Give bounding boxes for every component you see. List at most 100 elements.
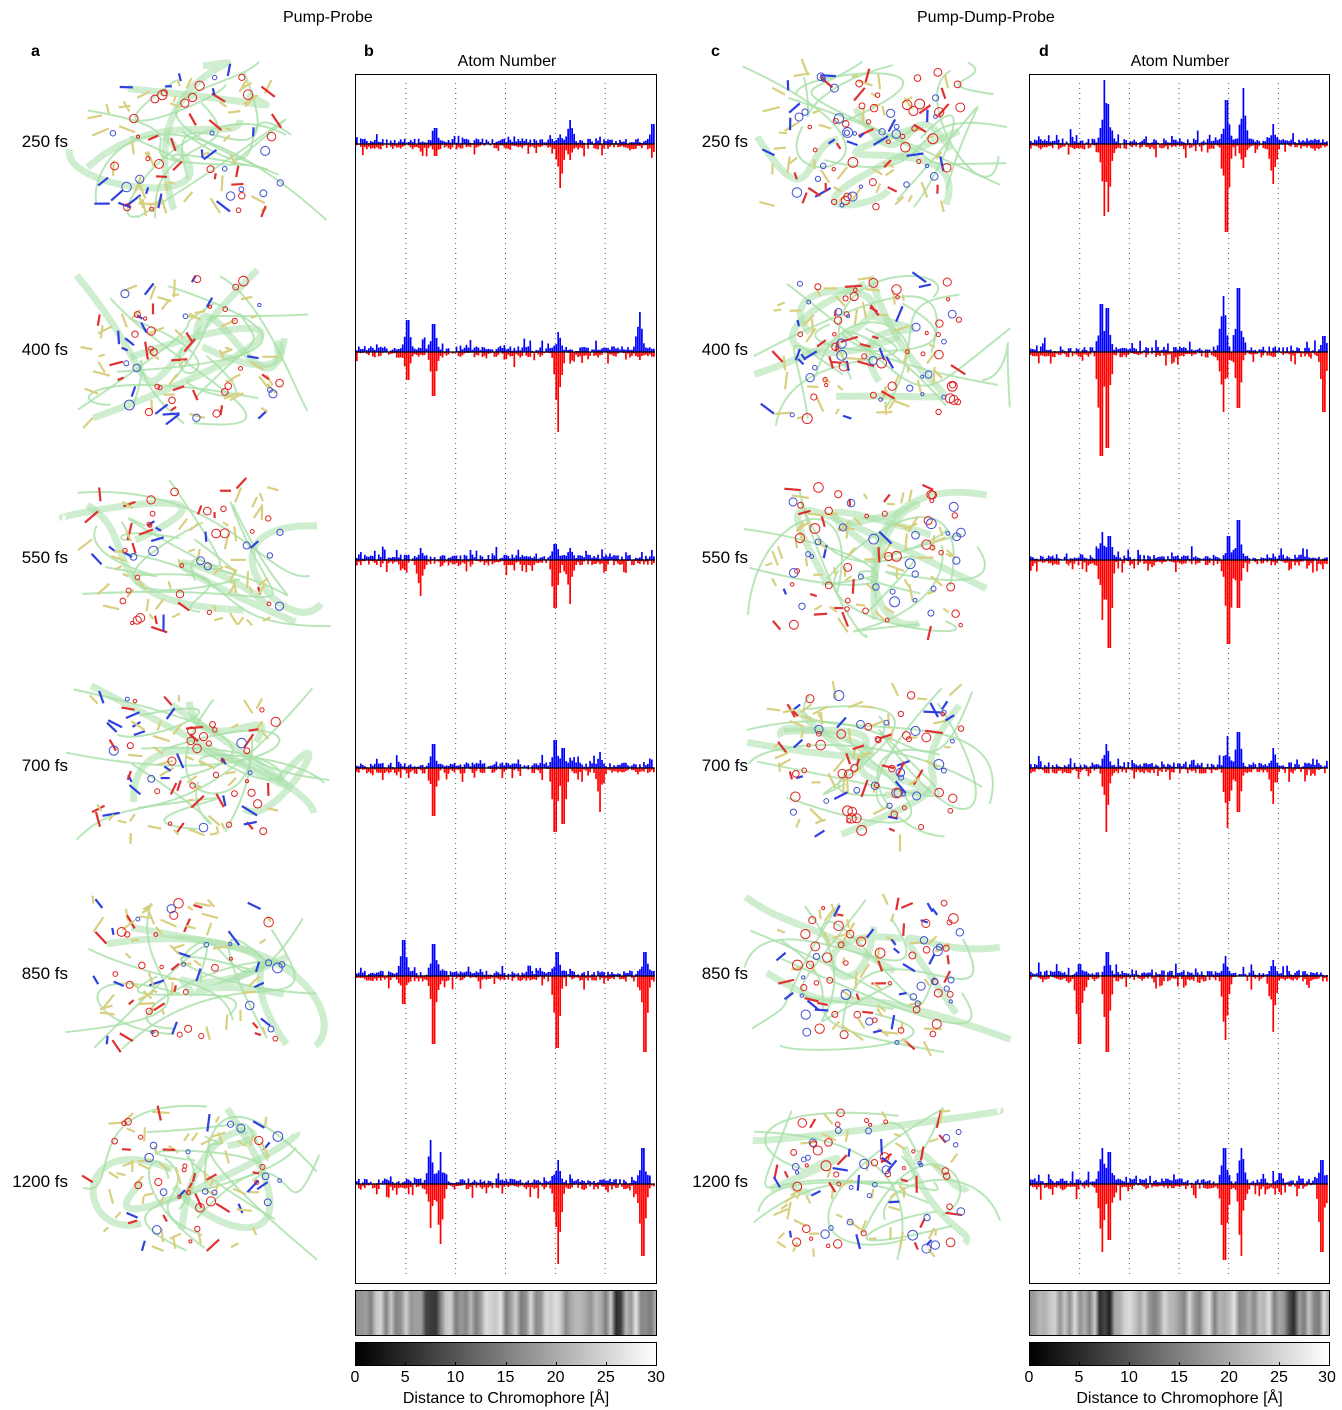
bar-positive	[1147, 142, 1149, 144]
bar-positive	[533, 139, 536, 144]
protein-ribbon	[764, 969, 1012, 1043]
bar-positive	[1198, 558, 1201, 560]
bar-positive	[429, 341, 432, 352]
bar-positive	[1143, 555, 1145, 560]
bar-positive	[443, 766, 446, 768]
bar-negative	[1159, 144, 1161, 148]
bar-negative	[1121, 560, 1124, 573]
bar-negative	[1240, 560, 1243, 581]
bar-negative	[1079, 144, 1082, 148]
side-chain-stick	[776, 1240, 787, 1249]
bar-positive	[625, 762, 627, 768]
bar-negative	[1131, 1184, 1134, 1190]
bar-positive	[1322, 766, 1324, 768]
bar-positive	[373, 763, 376, 768]
side-chain-stick	[857, 79, 873, 87]
bar-positive	[407, 320, 410, 352]
side-chain-stick	[102, 1226, 110, 1233]
side-chain-stick	[143, 1127, 147, 1142]
side-chain-stick	[841, 957, 846, 965]
bar-positive	[421, 764, 424, 768]
bar-positive	[503, 765, 506, 768]
side-chain-stick	[907, 515, 919, 533]
bar-positive	[1314, 973, 1316, 976]
density-blob	[900, 142, 911, 153]
bar-positive	[1226, 966, 1229, 976]
density-blob	[211, 963, 219, 972]
bar-positive	[421, 141, 424, 144]
bar-negative	[1234, 560, 1237, 581]
side-chain-stick	[97, 176, 109, 187]
side-chain-stick	[888, 1200, 900, 1204]
bar-negative	[379, 976, 382, 981]
bar-negative	[1059, 352, 1062, 356]
protein-ribbon	[82, 501, 274, 598]
bar-positive	[1119, 974, 1122, 976]
bar-negative	[441, 352, 444, 358]
protein-ribbon	[184, 698, 254, 795]
bar-negative	[499, 1184, 502, 1186]
bar-negative	[1055, 976, 1058, 979]
density-blob	[868, 178, 877, 187]
side-chain-stick	[846, 357, 864, 361]
protein-structure-image	[65, 59, 328, 221]
side-chain-stick	[761, 148, 775, 157]
bar-positive	[1192, 138, 1195, 144]
density-blob	[123, 203, 132, 212]
bar-positive	[1230, 973, 1233, 976]
bar-negative	[1230, 144, 1233, 159]
density-blob	[925, 518, 937, 530]
bar-negative	[1167, 144, 1169, 150]
bar-positive	[493, 973, 496, 976]
density-blob	[154, 158, 164, 169]
bar-negative	[635, 768, 637, 772]
bar-negative	[1163, 144, 1165, 148]
side-chain-stick	[797, 509, 811, 516]
bar-negative	[591, 976, 593, 981]
side-chain-stick	[249, 540, 260, 549]
bar-negative	[485, 1184, 488, 1194]
bar-positive	[1113, 974, 1116, 976]
side-chain-stick	[117, 819, 127, 824]
density-blob	[814, 175, 822, 182]
side-chain-stick	[846, 140, 858, 147]
bar-positive	[549, 971, 552, 976]
side-chain-stick	[94, 898, 104, 909]
side-chain-stick	[82, 416, 94, 429]
bar-negative	[501, 976, 504, 979]
bar-positive	[1298, 970, 1300, 976]
panel-letter-d: d	[1039, 43, 1049, 60]
side-chain-stick	[99, 1011, 115, 1016]
bar-negative	[1196, 976, 1199, 983]
bar-positive	[469, 766, 472, 768]
bar-negative	[453, 352, 456, 354]
bar-negative	[1198, 560, 1201, 563]
bar-negative	[1063, 352, 1066, 355]
density-blob	[124, 696, 130, 702]
side-chain-stick	[812, 1248, 816, 1257]
density-blob	[790, 791, 801, 802]
side-chain-stick	[826, 512, 838, 516]
density-blob	[125, 980, 134, 989]
bar-negative	[1069, 560, 1072, 563]
side-chain-stick	[223, 532, 230, 550]
bar-positive	[459, 555, 462, 560]
bar-positive	[1192, 759, 1195, 768]
side-chain-stick	[249, 1135, 254, 1146]
bar-positive	[1117, 971, 1120, 976]
bar-positive	[533, 1179, 536, 1184]
side-chain-stick	[205, 1026, 211, 1041]
bar-positive	[405, 142, 408, 144]
side-chain-stick	[190, 795, 205, 809]
density-blob	[121, 181, 132, 193]
bar-negative	[459, 352, 462, 357]
bar-negative	[525, 352, 528, 356]
bar-positive	[633, 346, 635, 352]
density-blob	[181, 961, 187, 967]
bar-positive	[1083, 557, 1086, 560]
bar-positive	[411, 970, 414, 976]
bar-positive	[1030, 764, 1032, 768]
bar-negative	[1075, 768, 1078, 772]
bar-positive	[1198, 974, 1201, 976]
side-chain-stick	[844, 1129, 849, 1143]
